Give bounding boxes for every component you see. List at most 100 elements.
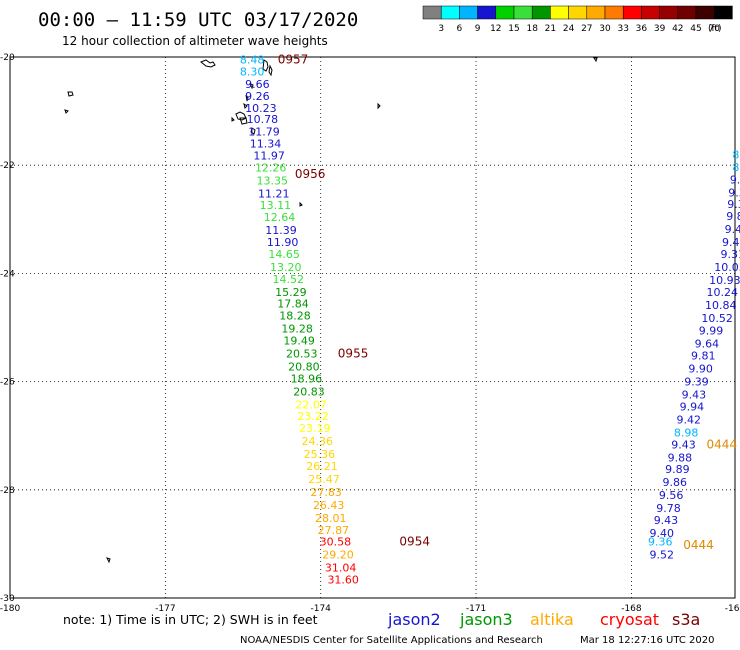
track-altika: 8.8.9.09.39.309.859.489.429.3110.0310.93…: [648, 148, 740, 561]
swh-value: 9.39: [684, 376, 709, 389]
scale-label: 70: [708, 24, 720, 34]
swh-value: 9.56: [659, 489, 684, 502]
swh-value: 9.36: [648, 536, 673, 549]
swh-value: 10.24: [707, 286, 739, 299]
swh-value: 14.52: [273, 273, 305, 286]
swh-value: 8.30: [240, 66, 265, 79]
swh-value: 9.99: [699, 325, 724, 338]
lon-tick-label: -166: [725, 604, 740, 614]
satellite-legend-jason2: jason2: [387, 610, 441, 629]
swh-value: 31.60: [327, 574, 359, 587]
swh-value: 26.43: [313, 499, 345, 512]
swh-value: 12.64: [264, 211, 296, 224]
swh-value: 10.78: [247, 113, 278, 126]
scale-swatch: [459, 5, 478, 20]
scale-swatch: [586, 5, 606, 20]
scale-swatch: [568, 5, 588, 20]
swh-value: 9.43: [671, 438, 696, 451]
swh-value: 19.28: [281, 323, 313, 336]
swh-value: 22.07: [295, 398, 327, 411]
satellite-legend-cryosat: cryosat: [600, 610, 659, 629]
lon-tick-label: -177: [155, 604, 175, 614]
swh-value: 17.84: [277, 298, 309, 311]
swh-value: 13.35: [257, 174, 289, 187]
swh-value: 9.52: [650, 549, 675, 562]
pass-time-label: 0956: [295, 167, 326, 181]
swh-value: 9.43: [682, 389, 707, 402]
scale-swatch: [604, 5, 624, 20]
scale-label: 6: [457, 24, 463, 34]
swh-value: 8.: [732, 161, 740, 174]
scale-swatch: [622, 5, 642, 20]
lon-tick-label: -168: [621, 604, 642, 614]
swh-value: 9.85: [726, 210, 740, 223]
scale-label: 45: [690, 24, 701, 34]
swh-value: 9.40: [650, 527, 675, 540]
scale-swatch: [695, 5, 715, 20]
satellite-legend-s3a: s3a: [672, 610, 700, 629]
pass-time-label: 0955: [338, 346, 369, 360]
swh-value: 23.22: [297, 410, 329, 423]
swh-value: 26.21: [306, 460, 338, 473]
scale-swatch: [495, 5, 515, 20]
swh-value: 23.19: [299, 422, 331, 435]
swh-value: 9.3: [728, 186, 740, 199]
swh-value: 11.90: [267, 236, 299, 249]
swh-value: 20.53: [286, 347, 318, 360]
swh-value: 9.42: [722, 236, 740, 249]
swh-value: 27.87: [318, 524, 350, 537]
pass-time-label: 0444: [707, 437, 738, 451]
scale-swatch: [531, 5, 551, 20]
swh-value: 18.28: [279, 310, 311, 323]
scale-label: 27: [581, 24, 592, 34]
swh-value: 9.64: [695, 338, 720, 351]
swh-value: 15.29: [275, 286, 307, 299]
swh-value: 9.81: [691, 350, 716, 363]
swh-value: 9.88: [668, 451, 693, 464]
swh-value: 27.83: [310, 486, 342, 499]
swh-value: 10.03: [714, 261, 740, 274]
swh-value: 11.21: [258, 187, 290, 200]
swh-value: 9.86: [663, 476, 688, 489]
scale-swatch: [513, 5, 533, 20]
swh-value: 9.43: [654, 514, 679, 527]
swh-value: 13.11: [260, 199, 292, 212]
swh-value: 8.98: [674, 426, 699, 439]
map-border: [9, 56, 736, 599]
scale-label: 12: [490, 24, 501, 34]
credit-line: NOAA/NESDIS Center for Satellite Applica…: [240, 635, 543, 646]
swh-value: 9.26: [245, 90, 270, 103]
lon-tick-label: -174: [310, 604, 331, 614]
swh-value: 31.04: [325, 562, 357, 575]
scale-unit: (ft): [708, 24, 722, 34]
swh-value: 9.94: [680, 400, 705, 413]
swh-value: 11.97: [253, 149, 285, 162]
scale-swatch: [641, 5, 660, 20]
swh-value: 10.23: [245, 102, 277, 115]
scale-swatch: [713, 5, 733, 20]
color-scale-legend: 3 6 9 12 15 18 21 24 27 30 33 36 39 42 45 70: [422, 5, 733, 34]
scale-label: 21: [545, 24, 556, 34]
swh-value: 20.83: [293, 385, 325, 398]
scale-label: 15: [508, 24, 519, 34]
scale-label: 36: [636, 24, 648, 34]
swh-value: 13.20: [270, 261, 302, 274]
scale-label: 30: [599, 24, 611, 34]
scale-swatch: [422, 5, 442, 20]
swh-value: 9.66: [245, 78, 270, 91]
swh-value: 11.34: [250, 138, 282, 151]
scale-label: 9: [475, 24, 481, 34]
swh-value: 8.: [732, 148, 740, 161]
swh-value: 10.52: [701, 312, 733, 325]
map-frame: -180 -177 -174 -171 -168 -166 -20 -22 -24 -26 -28 -…: [0, 53, 740, 614]
generated-timestamp: Mar 18 12:27:16 UTC 2020: [580, 635, 715, 646]
swh-value: 20.80: [288, 360, 320, 373]
satellite-legend-altika: altika: [530, 610, 574, 629]
scale-label: 24: [563, 24, 575, 34]
scale-label: 39: [654, 24, 666, 34]
lon-tick-label: -180: [0, 604, 20, 614]
scale-label: 33: [617, 24, 628, 34]
swh-value: 9.42: [676, 413, 701, 426]
swh-value: 29.20: [322, 549, 354, 562]
scale-swatch: [477, 5, 497, 20]
